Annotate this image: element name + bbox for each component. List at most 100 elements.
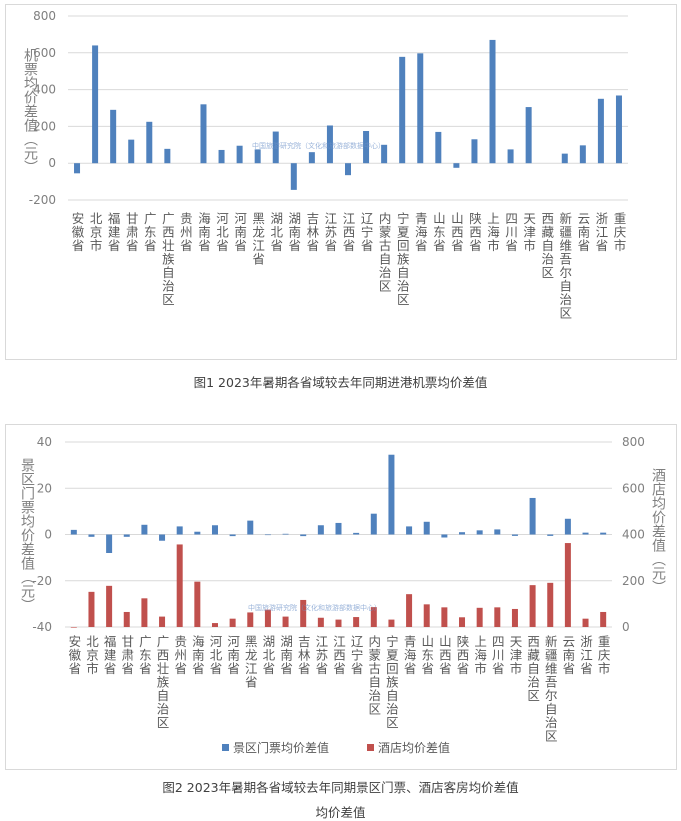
x-category-label: 甘肃省 [119,635,134,676]
x-category-label: 贵州省 [172,635,187,676]
x-category-label: 陕西省 [467,211,482,253]
bar-scenic-ticket [511,534,518,536]
bar-hotel [582,618,589,627]
bar-scenic-ticket [229,534,236,537]
bar-scenic-ticket [423,521,430,535]
bar-hotel [353,617,360,627]
x-category-label: 重庆市 [596,634,611,676]
x-category-label: 湖北省 [260,634,275,676]
x-category-label: 广西壮族自治区 [160,212,175,307]
x-category-label: 西藏自治区 [525,635,540,703]
bar-scenic-ticket [88,534,95,537]
y-tick-label-right: 0 [622,620,630,634]
bar-hotel [211,623,218,627]
x-category-label: 内蒙古自治区 [377,212,392,293]
bar-hotel [300,599,307,627]
bar-hotel [141,598,148,627]
x-category-label: 湖南省 [286,211,301,253]
y-tick-label: 200 [33,119,56,133]
bar-hotel [176,544,183,627]
y-tick-label-right: 400 [622,528,645,542]
x-category-label: 云南省 [575,212,590,253]
x-category-label: 浙江省 [578,634,593,676]
x-category-label: 四川省 [490,635,505,676]
bar-scenic-ticket [300,534,307,537]
bar [579,145,586,164]
bar-scenic-ticket [600,532,607,535]
bar-scenic-ticket [317,525,324,535]
x-category-label: 四川省 [503,212,518,253]
bar-scenic-ticket [194,531,201,535]
bar-hotel [194,581,201,627]
bar-scenic-ticket [176,526,183,535]
x-category-label: 西藏自治区 [539,212,554,280]
x-category-label: 云南省 [560,635,575,676]
bar-hotel [423,604,430,627]
x-category-label: 广东省 [142,212,157,253]
x-category-label: 海南省 [190,634,205,676]
bar-hotel [547,582,554,627]
bar [597,98,604,164]
bar-hotel [441,607,448,627]
bar [326,125,333,164]
y-tick-label-left: 40 [37,435,52,449]
x-category-label: 宁夏回族自治区 [384,634,399,730]
bar [471,139,478,164]
bar-hotel [600,611,607,627]
bar-scenic-ticket [582,532,589,535]
bar-hotel [123,611,130,627]
bar [345,163,351,176]
y-tick-label-left: 0 [44,528,52,542]
x-category-label: 江苏省 [313,635,328,676]
x-category-label: 新疆维吾尔自治区 [557,211,572,320]
bar [74,163,81,174]
x-category-label: 上海市 [485,212,500,253]
x-category-label: 安徽省 [66,634,81,676]
bar [164,148,171,164]
x-category-label: 吉林省 [296,635,311,676]
watermark-logo: 中国旅游研究院（文化和旅游部数据中心） [248,603,381,612]
y-tick-label-right: 200 [622,574,645,588]
bar-scenic-ticket [353,532,360,535]
bar-scenic-ticket [476,530,483,535]
bar [615,95,622,164]
bar-scenic-ticket [211,525,218,535]
bar [110,109,117,164]
y-tick-label: 0 [48,156,56,170]
x-category-label: 内蒙古自治区 [366,635,381,716]
y-tick-label: 800 [33,9,56,23]
bar-hotel [106,585,113,627]
y-axis-title-right: 酒店均价差值（元） [650,468,666,594]
x-category-label: 山东省 [431,212,446,253]
x-category-label: 青海省 [402,635,417,676]
bar [308,152,315,164]
x-category-label: 北京市 [84,635,99,676]
bar [254,149,261,164]
bar [381,144,388,164]
bar-hotel [70,627,77,628]
bar-hotel [494,607,501,627]
bar [435,131,442,164]
bar-hotel [406,594,413,627]
legend-label-scenic-ticket: 景区门票均价差值 [233,740,329,755]
x-category-label: 山东省 [419,635,434,676]
bar [525,107,532,164]
bar [417,53,424,164]
bar-scenic-ticket [70,529,77,535]
bar-hotel [564,543,571,627]
x-category-label: 天津市 [507,635,522,676]
bar [363,131,370,164]
x-category-label: 海南省 [196,211,211,253]
y-tick-label-left: -40 [32,620,52,634]
x-category-label: 宁夏回族自治区 [395,211,410,307]
y-tick-label-left: -20 [32,574,52,588]
bar [200,104,207,164]
x-category-label: 甘肃省 [124,212,139,253]
bar-scenic-ticket [247,520,254,535]
bar-hotel [388,619,395,627]
bar-scenic-ticket [494,529,501,535]
y-tick-label-left: 20 [37,481,52,495]
bar-scenic-ticket [159,534,166,541]
bar-hotel [317,617,324,627]
